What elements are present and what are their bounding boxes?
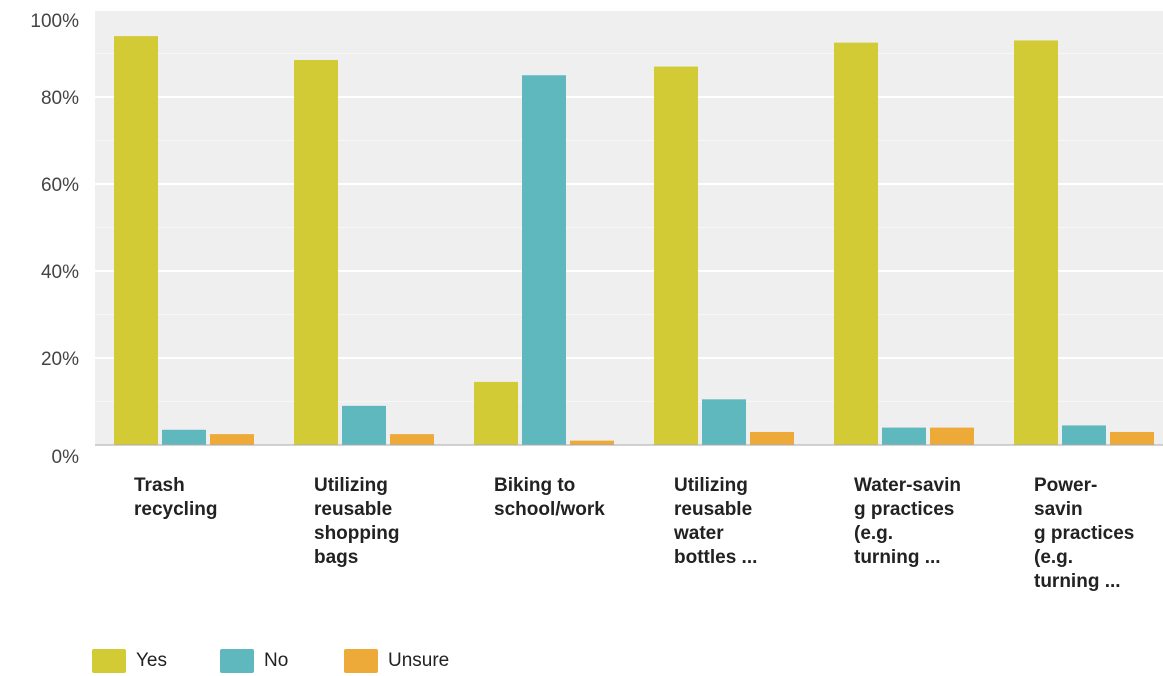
y-tick-label: 60% (41, 175, 79, 196)
y-axis: 0% 20% 40% 60% 80% 100% (30, 11, 79, 468)
bar-yes-2[interactable] (474, 381, 518, 445)
legend-label-unsure: Unsure (388, 650, 450, 671)
bars (114, 36, 1154, 446)
bar-unsure-5[interactable] (1110, 431, 1154, 445)
bar-no-4[interactable] (882, 427, 926, 445)
legend-swatch-yes (92, 649, 126, 673)
bar-unsure-4[interactable] (930, 427, 974, 445)
bar-yes-4[interactable] (834, 42, 878, 445)
legend-item-no[interactable]: No (220, 646, 288, 676)
bar-yes-5[interactable] (1014, 40, 1058, 445)
bar-no-2[interactable] (522, 75, 566, 445)
bar-unsure-0[interactable] (210, 434, 254, 445)
bar-no-5[interactable] (1062, 425, 1106, 445)
x-category-label: Utilizing reusable water bottles ... (674, 475, 758, 568)
bar-yes-0[interactable] (114, 36, 158, 445)
x-category-label: Power- savin g practices (e.g. turning .… (1034, 475, 1135, 592)
bar-yes-3[interactable] (654, 66, 698, 446)
gridlines (95, 9, 1163, 402)
legend-swatch-no (220, 649, 254, 673)
bar-unsure-3[interactable] (750, 431, 794, 445)
x-category-label: Water-savin g practices (e.g. turning ..… (854, 475, 961, 568)
x-category-label: Biking to school/work (494, 475, 605, 520)
bar-no-1[interactable] (342, 405, 386, 445)
legend-item-yes[interactable]: Yes (92, 646, 167, 676)
legend-label-yes: Yes (136, 650, 167, 671)
bar-no-3[interactable] (702, 399, 746, 445)
legend-label-no: No (264, 650, 289, 671)
y-tick-label: 0% (52, 447, 80, 468)
y-tick-label: 100% (30, 11, 79, 32)
x-category-label: Utilizing reusable shopping bags (314, 475, 400, 568)
bar-unsure-2[interactable] (570, 440, 614, 445)
y-tick-label: 80% (41, 88, 79, 109)
y-tick-label: 20% (41, 349, 79, 370)
bar-no-0[interactable] (162, 429, 206, 445)
bar-unsure-1[interactable] (390, 434, 434, 445)
x-category-label: Trash recycling (134, 475, 218, 520)
bar-yes-1[interactable] (294, 60, 338, 446)
y-tick-label: 40% (41, 262, 79, 283)
legend-item-unsure[interactable]: Unsure (344, 646, 449, 676)
legend-swatch-unsure (344, 649, 378, 673)
